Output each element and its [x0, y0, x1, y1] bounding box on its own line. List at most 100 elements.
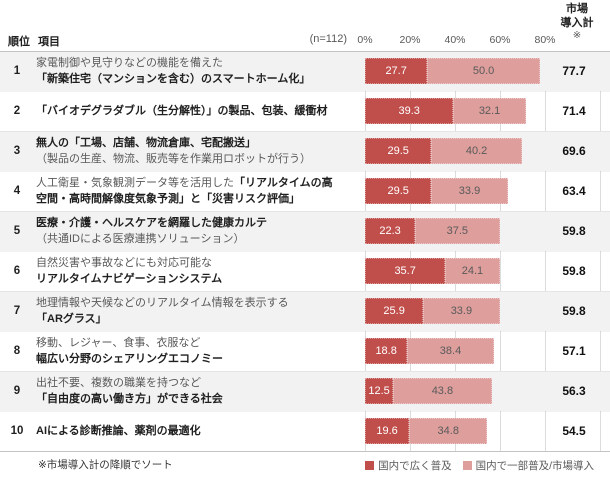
item-text: 自然災害や事故などにも対応可能な	[36, 256, 212, 269]
table-row: 8 移動、レジャー、食事、衣服など幅広い分野のシェアリングエコノミー 18.8 38.…	[0, 331, 610, 371]
item-cell: 出社不要、複数の職業を持つなど 「自由度の高い働き方」ができる社会	[36, 371, 348, 411]
item-text-emphasis: 「新築住宅（マンションを含む）のスマートホーム化」	[36, 73, 311, 85]
item-text: 移動、レジャー、食事、衣服など	[36, 336, 201, 349]
total-value: 59.8	[562, 304, 586, 318]
item-text: 地理情報や天候などのリアルタイム情報を表示する	[36, 296, 289, 309]
rank-cell: 4	[13, 185, 21, 197]
rank-cell: 6	[13, 265, 21, 277]
stacked-bar: 12.5 43.8	[365, 378, 492, 404]
table-row: 3 無人の「工場、店舗、物流倉庫、宅配搬送」 （製品の生産、物流、販売等を作業用ロボ…	[0, 131, 610, 171]
item-text-emphasis: 「リアルタイムの高	[234, 176, 333, 189]
total-column-header: 市場 導入計 ※	[547, 2, 607, 42]
sort-footnote: ※市場導入計の降順でソート	[38, 459, 173, 471]
rank-cell: 9	[13, 385, 21, 397]
item-column-header: 項目	[38, 36, 60, 48]
stacked-bar: 35.7 24.1	[365, 258, 500, 284]
x-axis-tick: 80%	[534, 34, 556, 46]
rank-column-header: 順位	[8, 36, 30, 48]
row-separator	[0, 171, 610, 172]
table-row: 9 出社不要、複数の職業を持つなど 「自由度の高い働き方」ができる社会 12.5 43.…	[0, 371, 610, 411]
item-line: 自然災害や事故などにも対応可能な	[36, 255, 348, 272]
item-text: （共通IDによる医療連携ソリューション）	[36, 233, 245, 245]
legend-label: 国内で一部普及/市場導入	[475, 460, 594, 472]
gridline	[455, 51, 456, 451]
stacked-bar: 25.9 33.9	[365, 298, 500, 324]
row-separator	[0, 251, 610, 252]
bar-segment-wide-adoption: 29.5	[365, 138, 432, 164]
total-value: 63.4	[562, 184, 586, 198]
item-line: 無人の「工場、店舗、物流倉庫、宅配搬送」	[36, 135, 348, 152]
item-cell: 地理情報や天候などのリアルタイム情報を表示する 「ARグラス」	[36, 291, 348, 331]
stacked-bar: 27.7 50.0	[365, 58, 540, 84]
rank-cell: 8	[13, 345, 21, 357]
total-value: 71.4	[562, 104, 586, 118]
total-value: 59.8	[562, 264, 586, 278]
item-line: 「新築住宅（マンションを含む）のスマートホーム化」	[36, 71, 348, 88]
bar-segment-wide-adoption: 29.5	[365, 178, 432, 204]
item-text: （製品の生産、物流、販売等を作業用ロボットが行う）	[36, 153, 311, 165]
bar-segment-wide-adoption: 22.3	[365, 218, 416, 244]
total-value: 77.7	[562, 64, 586, 78]
gridline	[410, 51, 411, 451]
row-separator	[0, 131, 610, 132]
item-text: 家電制御や見守りなどの機能を備えた	[36, 56, 223, 69]
table-bottom-border	[0, 451, 610, 452]
bar-segment-wide-adoption: 18.8	[365, 338, 408, 364]
sample-size-label: (n=112)	[309, 33, 347, 45]
item-cell: 自然災害や事故などにも対応可能な リアルタイムナビゲーションシステム	[36, 251, 348, 291]
item-line: 空間・高時間解像度気象予測」と「災害リスク評価」	[36, 191, 348, 208]
item-line: 「自由度の高い働き方」ができる社会	[36, 391, 348, 408]
bar-segment-wide-adoption: 35.7	[365, 258, 446, 284]
table-row: 4 人工衛星・気象観測データ等を活用した「リアルタイムの高 空間・高時間解像度気象予…	[0, 171, 610, 211]
item-line: 幅広い分野のシェアリングエコノミー	[36, 351, 348, 368]
row-separator	[0, 331, 610, 332]
bar-segment-partial-adoption: 33.9	[423, 298, 500, 324]
gridline	[545, 51, 546, 451]
row-separator	[0, 291, 610, 292]
total-value: 57.1	[562, 344, 586, 358]
item-line: 医療・介護・ヘルスケアを網羅した健康カルテ	[36, 215, 348, 232]
item-line: （共通IDによる医療連携ソリューション）	[36, 231, 348, 248]
x-axis-tick: 60%	[489, 34, 511, 46]
total-value: 69.6	[562, 144, 586, 158]
rank-cell: 1	[13, 65, 21, 77]
bar-segment-partial-adoption: 34.8	[409, 418, 488, 444]
gridline	[365, 51, 366, 451]
total-header-line1: 市場	[566, 3, 588, 15]
legend: 国内で広く普及 国内で一部普及/市場導入	[365, 458, 594, 473]
item-text-emphasis: 無人の「工場、店舗、物流倉庫、宅配搬送」	[36, 136, 256, 149]
bar-segment-wide-adoption: 12.5	[365, 378, 394, 404]
bar-segment-wide-adoption: 27.7	[365, 58, 428, 84]
total-header-note: ※	[572, 30, 582, 41]
item-text-emphasis: 医療・介護・ヘルスケアを網羅した健康カルテ	[36, 216, 267, 229]
bar-segment-partial-adoption: 32.1	[453, 98, 526, 124]
item-line: リアルタイムナビゲーションシステム	[36, 271, 348, 288]
bar-segment-wide-adoption: 25.9	[365, 298, 424, 324]
item-line: 出社不要、複数の職業を持つなど	[36, 375, 348, 392]
gridline	[600, 51, 601, 451]
item-line: AIによる診断推論、薬剤の最適化	[36, 423, 348, 440]
bar-segment-partial-adoption: 43.8	[393, 378, 492, 404]
legend-item: 国内で一部普及/市場導入	[462, 458, 594, 473]
total-value: 59.8	[562, 224, 586, 238]
table-row: 7 地理情報や天候などのリアルタイム情報を表示する 「ARグラス」 25.9 33.9 5…	[0, 291, 610, 331]
item-line: 「バイオデグラダブル（生分解性）」の製品、包装、緩衝材	[36, 103, 348, 120]
legend-swatch	[365, 461, 375, 470]
item-line: 人工衛星・気象観測データ等を活用した「リアルタイムの高	[36, 175, 348, 192]
item-cell: 人工衛星・気象観測データ等を活用した「リアルタイムの高 空間・高時間解像度気象予測…	[36, 171, 348, 211]
total-value: 56.3	[562, 384, 586, 398]
row-separator	[0, 411, 610, 412]
bar-segment-wide-adoption: 39.3	[365, 98, 454, 124]
rank-cell: 2	[13, 105, 21, 117]
bar-segment-partial-adoption: 24.1	[445, 258, 500, 284]
item-text-emphasis: リアルタイムナビゲーションシステム	[36, 273, 223, 285]
item-cell: 「バイオデグラダブル（生分解性）」の製品、包装、緩衝材	[36, 91, 348, 131]
stacked-bar: 18.8 38.4	[365, 338, 494, 364]
table-row: 1 家電制御や見守りなどの機能を備えた「新築住宅（マンションを含む）のスマートホー…	[0, 51, 610, 91]
item-text-emphasis: 「自由度の高い働き方」ができる社会	[36, 393, 223, 405]
bar-segment-partial-adoption: 40.2	[431, 138, 522, 164]
item-text-emphasis: 「バイオデグラダブル（生分解性）」の製品、包装、緩衝材	[36, 104, 328, 117]
stacked-bar: 39.3 32.1	[365, 98, 526, 124]
stacked-bar: 29.5 40.2	[365, 138, 522, 164]
